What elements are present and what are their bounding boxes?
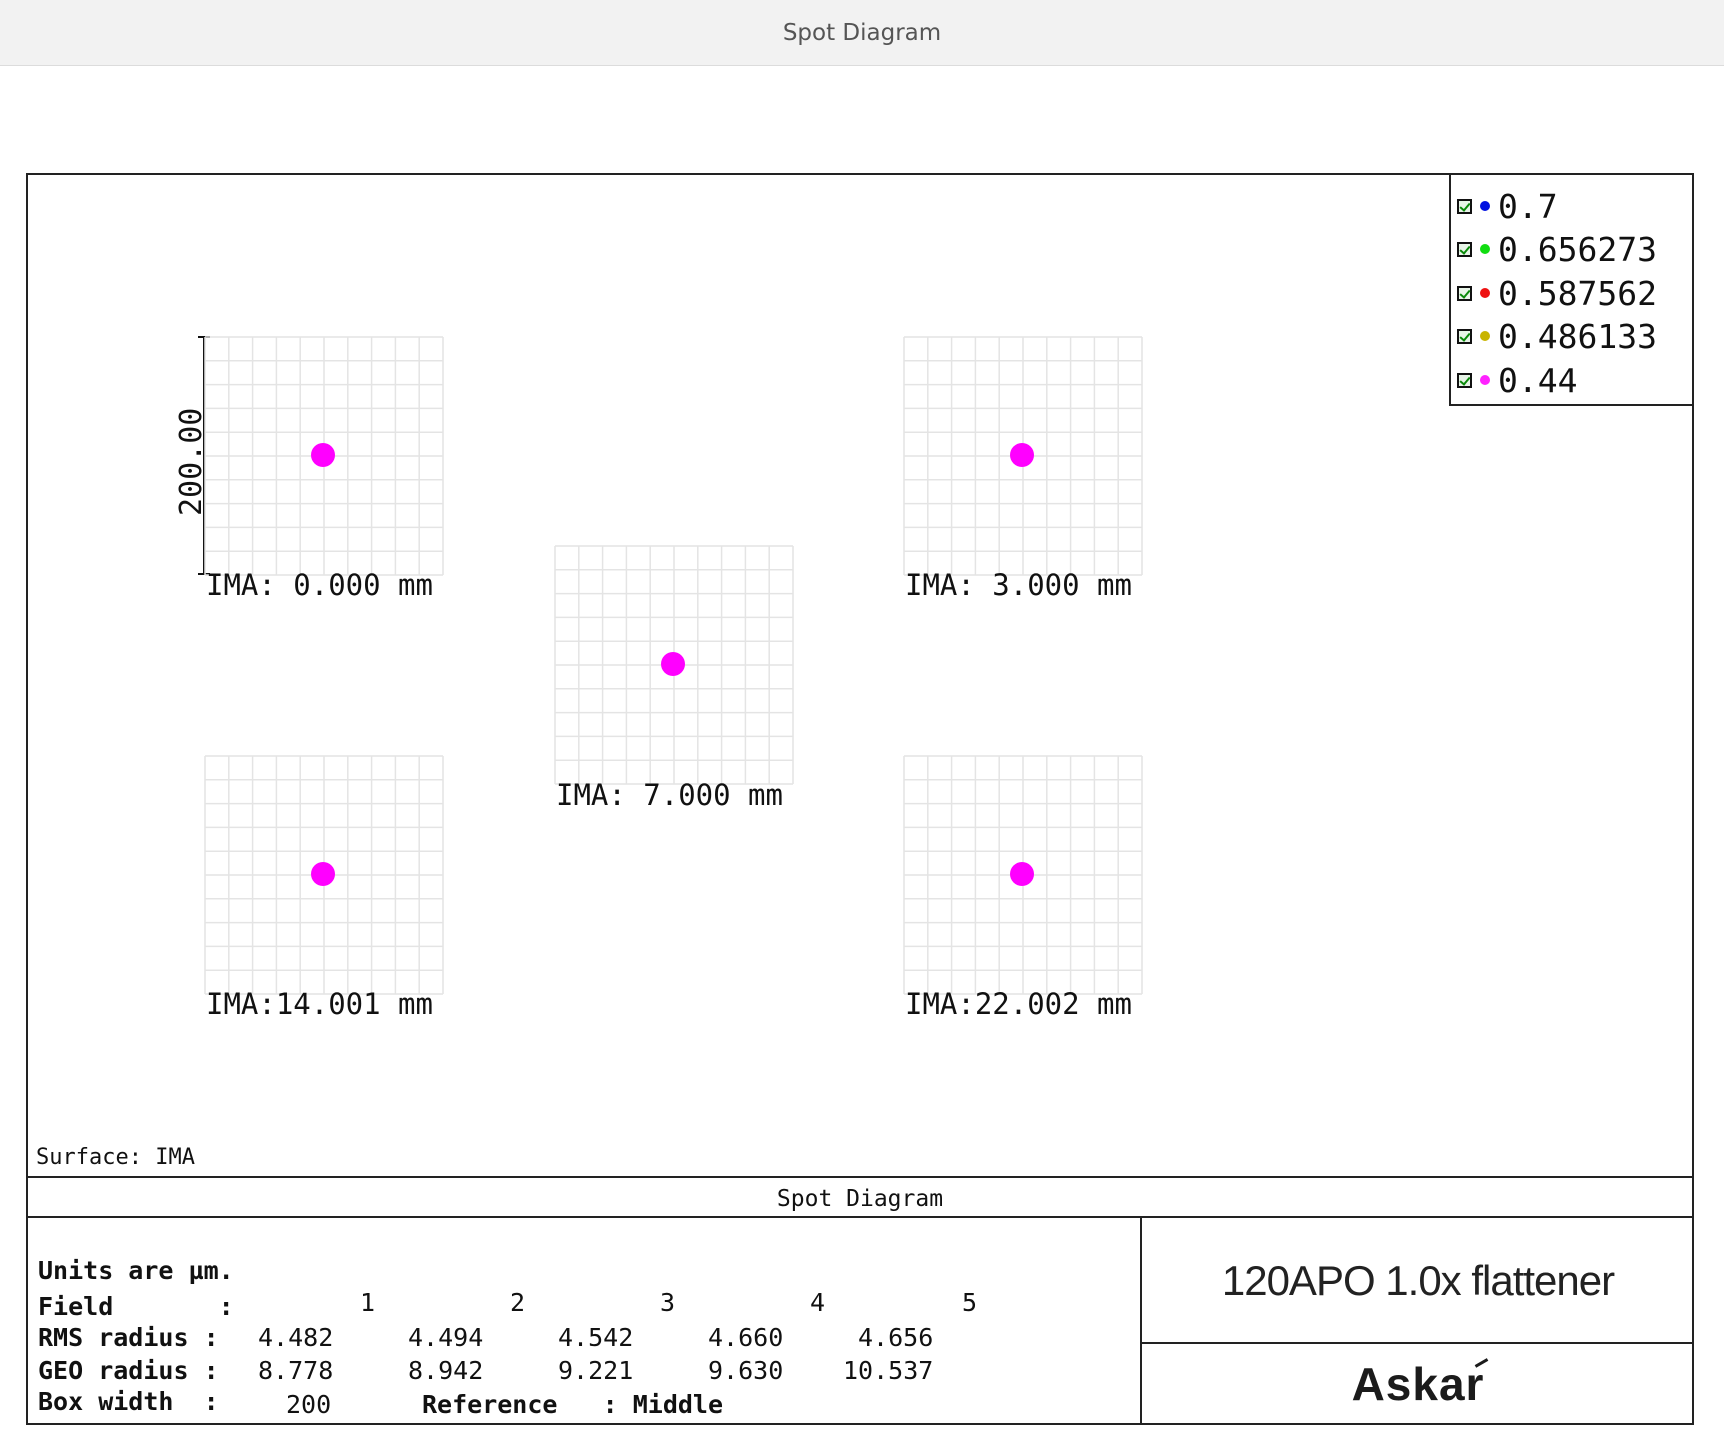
legend-item-4[interactable]: 0.486133 xyxy=(1457,316,1657,356)
geo-value: 8.778 xyxy=(258,1356,334,1385)
field-label-4: IMA:14.001 mm xyxy=(206,987,433,1021)
legend-label: 0.656273 xyxy=(1498,229,1657,269)
legend-dot-icon xyxy=(1480,244,1490,254)
field-row-label: Field : xyxy=(38,1292,234,1321)
spot-5 xyxy=(1010,862,1034,886)
rms-row-label: RMS radius : xyxy=(38,1323,219,1352)
spot-4 xyxy=(311,862,335,886)
field-label-2: IMA: 3.000 mm xyxy=(905,568,1132,602)
legend-label: 0.44 xyxy=(1498,360,1578,400)
legend-label: 0.486133 xyxy=(1498,316,1657,356)
geo-value: 10.537 xyxy=(843,1356,934,1385)
geo-value: 9.221 xyxy=(558,1356,634,1385)
box-width-label: Box width : xyxy=(38,1387,219,1416)
rms-value: 4.660 xyxy=(708,1323,784,1352)
legend-item-1[interactable]: 0.7 xyxy=(1457,186,1558,226)
spot-2 xyxy=(1010,443,1034,467)
spot-grid-5 xyxy=(903,755,1143,995)
legend-dot-icon xyxy=(1480,375,1490,385)
reference-label: Reference : Middle xyxy=(422,1390,724,1419)
table-title: Spot Diagram xyxy=(776,1186,944,1212)
table-divider-right xyxy=(1140,1342,1694,1344)
table-divider-vertical xyxy=(1140,1216,1142,1424)
field-number: 5 xyxy=(962,1288,978,1317)
legend-label: 0.587562 xyxy=(1498,273,1657,313)
field-number: 1 xyxy=(360,1288,376,1317)
checkbox-icon[interactable] xyxy=(1457,285,1472,301)
spot-grid-4 xyxy=(204,755,444,995)
box-width-value: 200 xyxy=(286,1390,332,1419)
spot-grid-3 xyxy=(554,545,794,785)
scale-bar-label: 200.00 xyxy=(174,407,209,516)
geo-row-label: GEO radius : xyxy=(38,1356,219,1385)
geo-value: 9.630 xyxy=(708,1356,784,1385)
checkbox-icon[interactable] xyxy=(1457,198,1472,214)
rms-value: 4.494 xyxy=(408,1323,484,1352)
field-label-3: IMA: 7.000 mm xyxy=(556,778,783,812)
checkbox-icon[interactable] xyxy=(1457,372,1472,388)
surface-label: Surface: IMA xyxy=(36,1145,195,1170)
legend-item-5[interactable]: 0.44 xyxy=(1457,360,1577,400)
checkbox-icon[interactable] xyxy=(1457,241,1472,257)
field-number: 2 xyxy=(510,1288,526,1317)
legend-dot-icon xyxy=(1480,331,1490,341)
lens-title: 120APO 1.0x flattener xyxy=(1221,1257,1615,1304)
page-title: Spot Diagram xyxy=(782,19,942,46)
spot-grid-2 xyxy=(903,336,1143,576)
rms-value: 4.656 xyxy=(858,1323,934,1352)
legend-dot-icon xyxy=(1480,288,1490,298)
table-divider-title xyxy=(26,1216,1694,1218)
legend-item-3[interactable]: 0.587562 xyxy=(1457,273,1657,313)
geo-value: 8.942 xyxy=(408,1356,484,1385)
field-label-5: IMA:22.002 mm xyxy=(905,987,1132,1021)
legend-dot-icon xyxy=(1480,201,1490,211)
field-number: 3 xyxy=(660,1288,676,1317)
table-divider-top xyxy=(26,1176,1694,1178)
brand-logo: Askar xyxy=(1142,1344,1694,1424)
title-bar: Spot Diagram xyxy=(0,0,1724,66)
rms-value: 4.542 xyxy=(558,1323,634,1352)
brand-name: Askar xyxy=(1352,1357,1492,1411)
wavelength-legend: 0.7 0.656273 0.587562 0.486133 0.44 xyxy=(1449,173,1694,406)
legend-item-2[interactable]: 0.656273 xyxy=(1457,229,1657,269)
rms-value: 4.482 xyxy=(258,1323,334,1352)
legend-label: 0.7 xyxy=(1498,186,1558,226)
spot-3 xyxy=(661,652,685,676)
field-number: 4 xyxy=(810,1288,826,1317)
checkbox-icon[interactable] xyxy=(1457,328,1472,344)
spot-1 xyxy=(311,443,335,467)
units-label: Units are µm. xyxy=(38,1256,234,1285)
spot-grid-1 xyxy=(204,336,444,576)
field-label-1: IMA: 0.000 mm xyxy=(206,568,433,602)
